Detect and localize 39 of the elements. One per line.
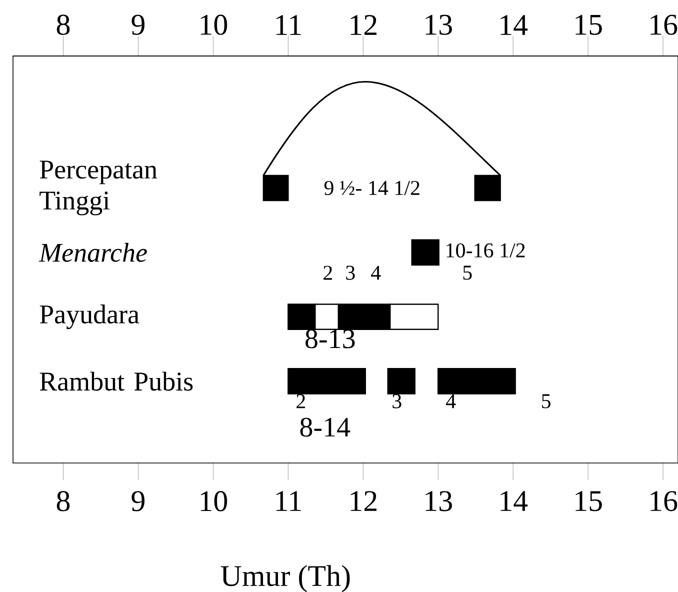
x-axis-title: Umur (Th) [220,565,350,592]
annotation: 4 [371,266,381,280]
annotation: 8-13 [306,329,355,348]
x2-tick-label: 8 [56,14,70,35]
annotation: 4 [446,394,456,408]
x2-tick-label: 14 [500,15,528,35]
x-tick-label: 12 [350,491,376,511]
x2-tick-label: 10 [200,14,228,35]
x-tick-label: 10 [200,491,228,512]
bar [288,368,366,394]
bar [387,368,416,394]
x2-tick-label: 11 [276,15,301,35]
x-tick-label: 8 [56,491,70,512]
x-tick-label: 14 [500,491,528,511]
annotation: 5 [463,266,472,280]
annotation: 10-16 1/2 [446,243,525,258]
annotation: 3 [346,266,355,280]
x2-tick-label: 13 [426,14,452,35]
y-tick-label: Rambut Pubis [40,372,193,391]
y-tick-label: Menarche [38,242,147,262]
x-tick-label: 15 [576,491,602,512]
x2-tick-label: 16 [650,14,678,35]
annotation: 8-14 [300,418,350,437]
annotation: 3 [392,394,402,408]
annotation: 5 [542,394,550,408]
x2-tick-label: 9 [132,14,144,35]
x2-tick-label: 12 [350,15,376,35]
x-tick-label: 13 [426,491,452,512]
bar [411,239,440,266]
x-tick-label: 9 [132,491,144,512]
bar [438,368,516,394]
y-tick-label: Payudara [40,304,140,330]
x-tick-label: 16 [650,491,678,512]
annotation: 9 ½- 14 1/2 [324,180,420,196]
x-tick-label: 11 [276,491,301,511]
annotation: 2 [296,394,305,408]
x2-tick-label: 15 [576,14,602,35]
annotation: 2 [324,266,332,280]
y-tick-label: Percepatan Tinggi [40,160,158,216]
